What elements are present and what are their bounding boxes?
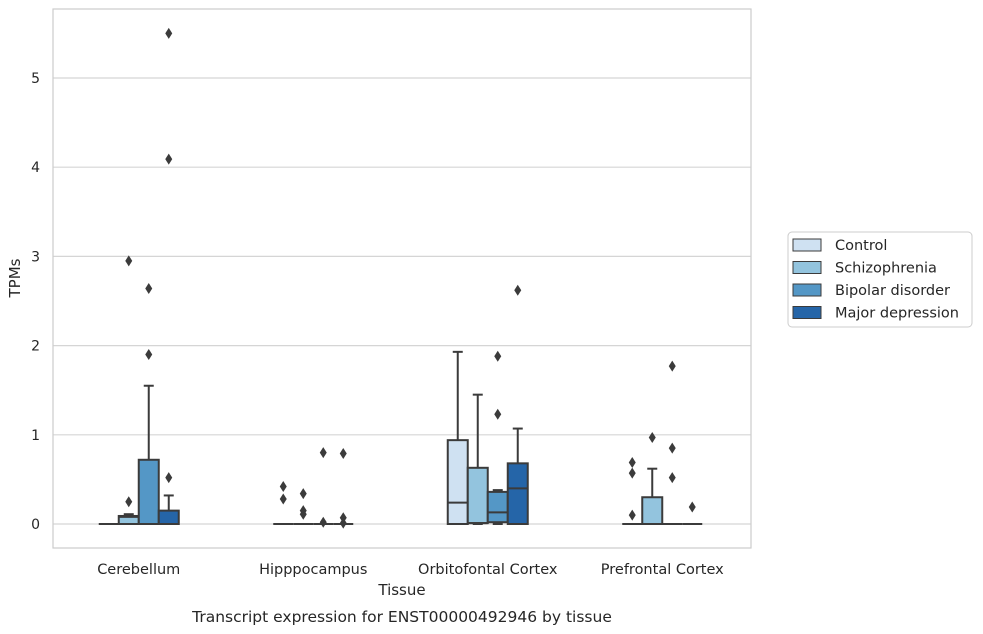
box-body [446, 439, 469, 526]
x-axis-label: Tissue [377, 581, 425, 599]
outlier-point-0 [688, 501, 696, 513]
box-bipolar-disorder-3 [662, 360, 683, 525]
legend-label-schizophrenia: Schizophrenia [835, 261, 937, 277]
plot-frame [52, 8, 752, 549]
y-tick-4: 4 [31, 160, 40, 176]
outlier-point-0 [125, 255, 133, 267]
outlier-point-2 [299, 508, 307, 520]
outlier-point-1 [279, 493, 287, 505]
legend-label-bipolar-disorder: Bipolar disorder [835, 283, 950, 299]
outlier-point-1 [494, 408, 502, 420]
y-tick-2: 2 [31, 339, 40, 355]
outlier-point-0 [319, 447, 327, 459]
box-control-2 [446, 350, 469, 526]
y-tick-3: 3 [31, 249, 40, 265]
outlier-point-0 [279, 481, 287, 493]
box-body [641, 496, 664, 525]
box-body [486, 490, 509, 524]
legend-swatch-schizophrenia [792, 261, 822, 274]
box-schizophrenia-3 [641, 431, 664, 525]
outlier-point-0 [165, 27, 173, 39]
x-tick-prefrontal-cortex: Prefrontal Cortex [601, 562, 724, 578]
box-bipolar-disorder-0 [137, 283, 160, 525]
x-tick-cerebellum: Cerebellum [97, 562, 180, 578]
outlier-point-2 [628, 509, 636, 521]
outlier-point-0 [145, 283, 153, 295]
outlier-point-1 [125, 496, 133, 508]
outlier-point-1 [628, 467, 636, 479]
outlier-point-1 [165, 153, 173, 165]
box-body [137, 458, 160, 525]
outlier-point-1 [145, 349, 153, 361]
outlier-point-0 [648, 431, 656, 443]
outlier-point-1 [319, 516, 327, 528]
y-tick-0: 0 [31, 517, 40, 533]
box-control-1 [273, 481, 294, 525]
box-groups [98, 27, 703, 529]
box-major-depression-2 [506, 284, 529, 525]
box-body [157, 509, 180, 525]
outlier-point-0 [668, 360, 676, 372]
legend-swatch-control [792, 238, 822, 252]
y-axis-label: TPMs [6, 258, 24, 298]
outlier-point-2 [668, 472, 676, 484]
y-tick-5: 5 [31, 71, 40, 87]
box-major-depression-1 [333, 448, 354, 529]
y-tick-1: 1 [31, 428, 40, 444]
outlier-point-2 [339, 517, 347, 529]
legend: Control Schizophrenia Bipolar disorder Majo… [787, 231, 973, 328]
legend-swatch-major-depression [792, 306, 822, 319]
chart-caption: Transcript expression for ENST0000049294… [191, 608, 612, 626]
box-major-depression-0 [157, 27, 180, 525]
x-tick-hipppocampus: Hipppocampus [259, 562, 367, 578]
outlier-point-1 [668, 442, 676, 454]
outlier-point-0 [494, 350, 502, 362]
x-tick-orbitofontal-cortex: Orbitofontal Cortex [418, 562, 558, 578]
box-body [466, 466, 489, 525]
y-tick-labels: 0 1 2 3 4 5 [31, 71, 40, 533]
outlier-point-0 [339, 448, 347, 460]
legend-swatch-bipolar-disorder [792, 283, 822, 297]
outlier-point-0 [514, 284, 522, 296]
outlier-point-2 [165, 472, 173, 484]
legend-label-major-depression: Major depression [835, 306, 959, 322]
box-schizophrenia-1 [293, 488, 314, 525]
outlier-point-0 [628, 456, 636, 468]
x-tick-labels: Cerebellum Hipppocampus Orbitofontal Corte… [97, 562, 724, 578]
outlier-point-0 [299, 488, 307, 500]
box-body [506, 462, 529, 525]
legend-frame [787, 231, 973, 328]
box-major-depression-3 [682, 501, 703, 525]
legend-label-control: Control [835, 238, 887, 254]
box-control-3 [622, 456, 643, 525]
box-bipolar-disorder-1 [313, 447, 334, 528]
